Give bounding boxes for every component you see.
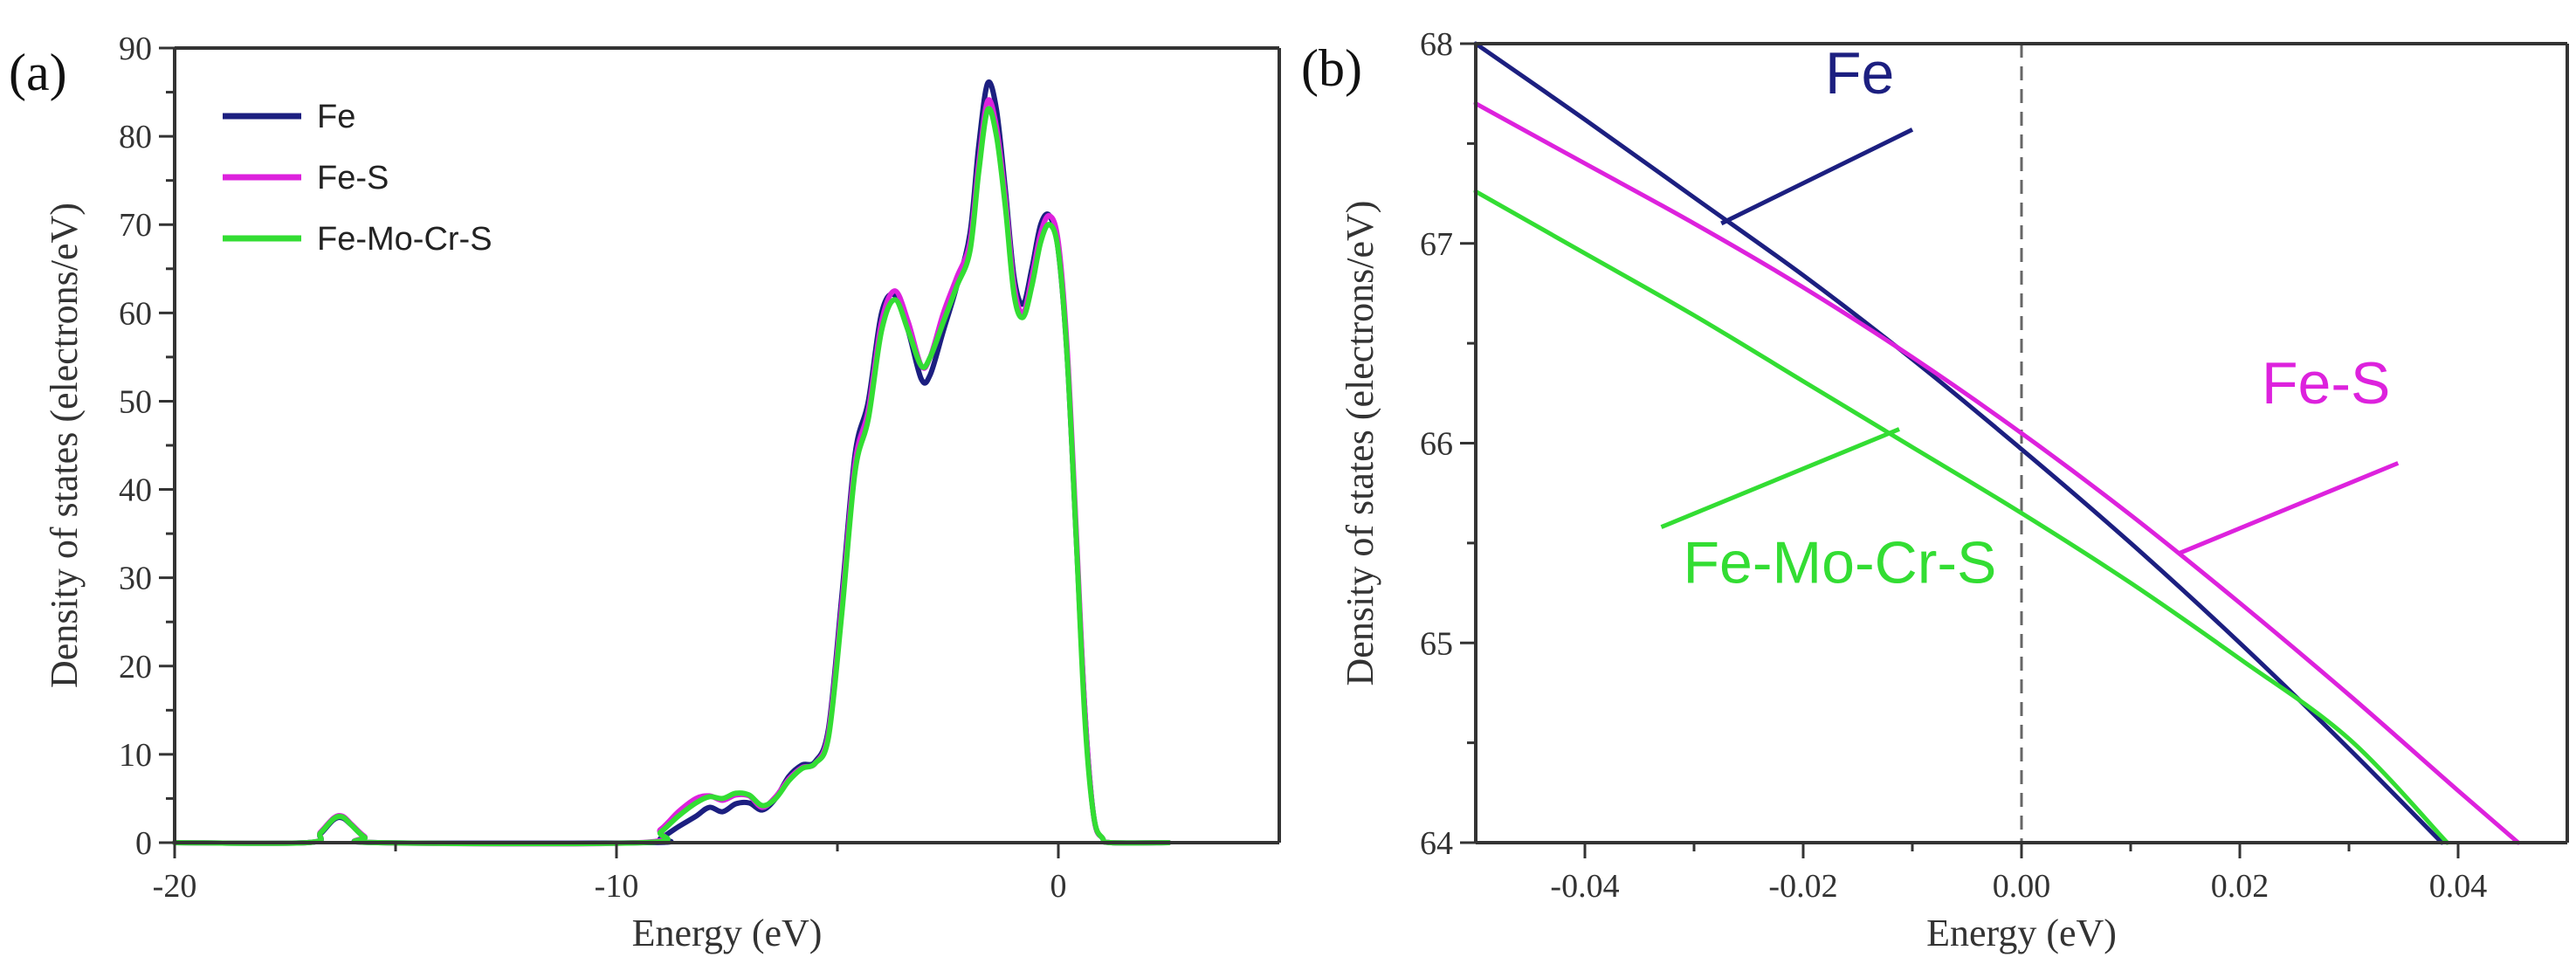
panel-b-y-tick-label: 66 — [1420, 426, 1453, 463]
panel-a-y-tick-label: 70 — [119, 207, 152, 244]
annotation-label-fe-s: Fe-S — [2262, 350, 2390, 417]
panel-b-y-axis-title: Density of states (electrons/eV) — [1339, 201, 1381, 686]
legend-label-fe: Fe — [317, 99, 355, 135]
panel-b-series-fe-s-line — [1473, 101, 2521, 845]
annotation-leader-fe — [1720, 127, 1914, 226]
panel-a-label: (a) — [9, 44, 67, 101]
panel-b-y-tick-label: 67 — [1420, 226, 1453, 263]
panel-b-x-axis-title: Energy (eV) — [1926, 912, 2117, 954]
annotation-leader-fe-mo-cr-s — [1660, 427, 1900, 529]
legend-label-fe-mo-cr-s: Fe-Mo-Cr-S — [317, 221, 492, 258]
panel-a: -20 -10 0 0 10 20 30 40 50 60 70 80 90 Energy (eV) Den… — [9, 31, 1281, 954]
panel-a-x-tick-label: -20 — [153, 868, 197, 905]
panel-b-y-tick-label: 68 — [1420, 26, 1453, 63]
panel-b-y-tick-label: 65 — [1420, 625, 1453, 662]
panel-b-x-tick-label: -0.04 — [1550, 868, 1619, 905]
panel-a-y-tick-label: 90 — [119, 31, 152, 67]
panel-a-y-tick-label: 10 — [119, 737, 152, 774]
panel-b-series-fe-mo-cr-s-line — [1473, 189, 2449, 845]
panel-a-x-axis-title: Energy (eV) — [632, 912, 823, 954]
panel-a-series-fe-mo-cr-s-line — [172, 106, 1172, 847]
annotation-label-fe-mo-cr-s: Fe-Mo-Cr-S — [1684, 530, 1997, 596]
panel-a-y-tick-label: 20 — [119, 649, 152, 685]
panel-b-x-tick-label: 0.04 — [2429, 868, 2488, 905]
annotation-leader-fe-s — [2179, 461, 2400, 555]
annotation-label-fe: Fe — [1825, 40, 1894, 107]
panel-a-y-tick-label: 50 — [119, 383, 152, 420]
panel-b-x-tick-label: -0.02 — [1768, 868, 1837, 905]
panel-a-y-axis-title: Density of states (electrons/eV) — [43, 203, 86, 688]
panel-b-label: (b) — [1301, 39, 1362, 97]
panel-a-y-tick-label: 0 — [135, 825, 152, 862]
panel-b-x-tick-label: 0.00 — [1993, 868, 2051, 905]
panel-b-y-tick-label: 64 — [1420, 825, 1453, 862]
panel-b-x-tick-label: 0.02 — [2211, 868, 2269, 905]
panel-a-x-tick-label: 0 — [1050, 868, 1067, 905]
panel-a-series-fe-s-line — [172, 97, 1172, 847]
panel-b: -0.04 -0.02 0.00 0.02 0.04 64 65 66 67 68 Energy (… — [1301, 26, 2569, 954]
panel-a-y-tick-label: 30 — [119, 561, 152, 597]
panel-a-y-tick-label: 60 — [119, 295, 152, 332]
panel-a-y-tick-label: 80 — [119, 119, 152, 155]
panel-b-series-fe-line — [1473, 41, 2444, 845]
panel-a-y-tick-label: 40 — [119, 472, 152, 509]
panel-a-x-tick-label: -10 — [595, 868, 639, 905]
legend-label-fe-s: Fe-S — [317, 160, 389, 196]
